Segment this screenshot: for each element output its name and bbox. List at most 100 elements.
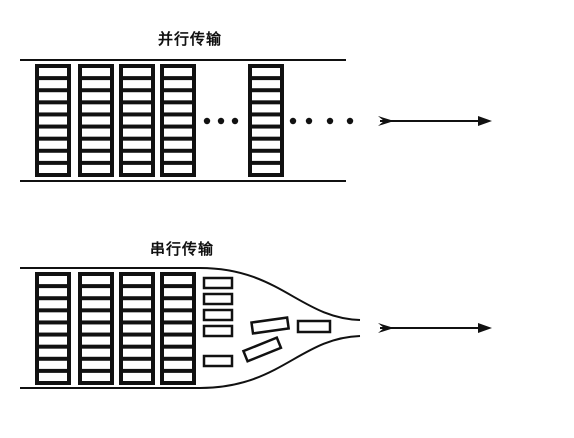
bit-cell — [164, 128, 192, 137]
bit-cell — [123, 288, 151, 297]
bit-cell — [82, 68, 110, 77]
bit-cell — [123, 104, 151, 113]
serial-bit-column — [119, 272, 155, 385]
bit-cell — [164, 372, 192, 381]
bit-cell — [39, 312, 67, 321]
parallel-bit-columns — [35, 64, 284, 177]
parallel-bit-column — [35, 64, 71, 177]
bit-cell — [82, 128, 110, 137]
bit-cell — [39, 152, 67, 161]
bit-cell — [164, 92, 192, 101]
merging-bit — [250, 316, 291, 335]
parallel-bit-column — [160, 64, 196, 177]
bit-cell — [123, 68, 151, 77]
bit-cell — [39, 104, 67, 113]
bit-cell — [82, 360, 110, 369]
bit-cell — [39, 80, 67, 89]
bit-cell — [82, 164, 110, 173]
bit-cell — [39, 92, 67, 101]
bit-cell — [164, 336, 192, 345]
bit-cell — [123, 360, 151, 369]
bit-cell — [164, 276, 192, 285]
bit-cell — [123, 164, 151, 173]
bit-cell — [252, 152, 280, 161]
serial-bit-column — [35, 272, 71, 385]
bit-cell — [82, 116, 110, 125]
bit-cell — [164, 324, 192, 333]
bit-cell — [123, 336, 151, 345]
bit-cell — [123, 116, 151, 125]
bit-cell — [164, 164, 192, 173]
bit-cell — [252, 104, 280, 113]
bit-cell — [39, 336, 67, 345]
bit-cell — [123, 92, 151, 101]
serial-section — [20, 267, 492, 389]
bit-cell — [164, 312, 192, 321]
parallel-bit-column — [119, 64, 155, 177]
bit-cell — [39, 324, 67, 333]
bit-cell — [82, 348, 110, 357]
merging-bit — [296, 319, 332, 334]
bit-cell — [39, 288, 67, 297]
bit-cell — [123, 372, 151, 381]
serial-bit-column — [160, 272, 196, 385]
bit-cell — [39, 300, 67, 309]
bit-cell — [82, 92, 110, 101]
parallel-bit-column — [248, 64, 284, 177]
merging-bit — [202, 354, 234, 368]
bit-cell — [252, 80, 280, 89]
bit-cell — [39, 276, 67, 285]
bit-cell — [252, 140, 280, 149]
bit-cell — [164, 140, 192, 149]
parallel-section — [20, 59, 492, 182]
serial-funnel-bottom — [20, 335, 361, 389]
bit-cell — [252, 116, 280, 125]
merging-bit — [202, 292, 234, 306]
bit-cell — [82, 372, 110, 381]
parallel-output-arrow — [378, 116, 492, 126]
parallel-transmission-title: 并行传输 — [158, 30, 223, 48]
bit-cell — [164, 68, 192, 77]
bit-cell — [123, 300, 151, 309]
bit-cell — [39, 164, 67, 173]
merging-bits — [202, 276, 332, 368]
bit-cell — [164, 360, 192, 369]
merging-bit — [202, 276, 234, 290]
serial-transmission-title: 串行传输 — [150, 240, 215, 258]
bit-cell — [82, 104, 110, 113]
bit-cell — [39, 116, 67, 125]
bit-cell — [82, 288, 110, 297]
bit-cell — [82, 336, 110, 345]
bit-cell — [252, 128, 280, 137]
bit-cell — [123, 80, 151, 89]
bit-cell — [123, 128, 151, 137]
bit-cell — [39, 128, 67, 137]
bit-cell — [123, 276, 151, 285]
bit-cell — [82, 276, 110, 285]
bit-cell — [252, 68, 280, 77]
bit-cell — [164, 104, 192, 113]
parallel-bit-column — [78, 64, 114, 177]
bit-cell — [123, 152, 151, 161]
serial-bit-columns — [35, 272, 196, 385]
bit-cell — [82, 300, 110, 309]
bit-cell — [39, 360, 67, 369]
merging-bit — [241, 335, 283, 363]
bit-cell — [123, 348, 151, 357]
bit-cell — [164, 152, 192, 161]
bit-cell — [82, 324, 110, 333]
bit-cell — [39, 140, 67, 149]
bit-cell — [82, 152, 110, 161]
bit-cell — [164, 348, 192, 357]
bit-cell — [39, 348, 67, 357]
bit-cell — [123, 324, 151, 333]
merging-bit — [202, 308, 234, 322]
bit-cell — [123, 140, 151, 149]
bit-cell — [123, 312, 151, 321]
bit-cell — [82, 312, 110, 321]
bit-cell — [164, 288, 192, 297]
bit-cell — [252, 92, 280, 101]
bit-cell — [164, 80, 192, 89]
parallel-ellipsis — [203, 117, 239, 125]
